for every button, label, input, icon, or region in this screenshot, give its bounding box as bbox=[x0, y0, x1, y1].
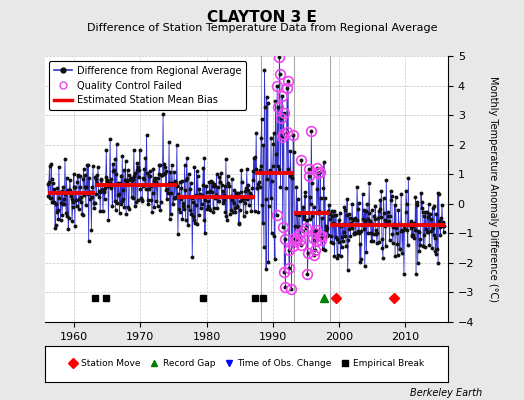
Y-axis label: Monthly Temperature Anomaly Difference (°C): Monthly Temperature Anomaly Difference (… bbox=[488, 76, 498, 302]
Text: Berkeley Earth: Berkeley Earth bbox=[410, 388, 482, 398]
Legend: Difference from Regional Average, Quality Control Failed, Estimated Station Mean: Difference from Regional Average, Qualit… bbox=[49, 61, 246, 110]
Text: Difference of Station Temperature Data from Regional Average: Difference of Station Temperature Data f… bbox=[87, 23, 437, 33]
Text: CLAYTON 3 E: CLAYTON 3 E bbox=[207, 10, 317, 25]
Legend: Station Move, Record Gap, Time of Obs. Change, Empirical Break: Station Move, Record Gap, Time of Obs. C… bbox=[66, 357, 427, 371]
